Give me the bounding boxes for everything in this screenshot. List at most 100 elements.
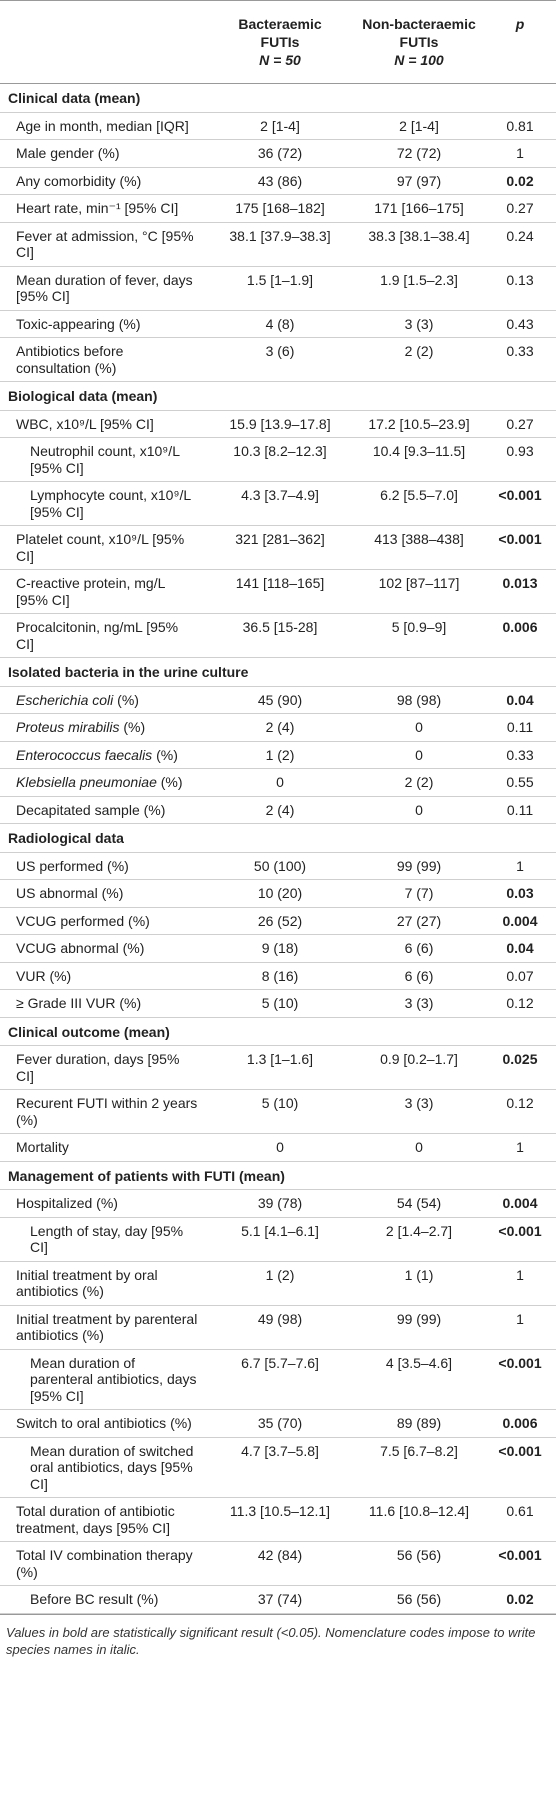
value-cell: <0.001: [484, 1349, 556, 1410]
value-cell: 0.004: [484, 1189, 556, 1218]
value-cell: 0: [354, 796, 484, 824]
value-cell: 0.025: [484, 1045, 556, 1090]
row-label: Neutrophil count, x10⁹/L [95% CI]: [0, 437, 206, 482]
species-name: Escherichia coli: [16, 691, 114, 708]
value-cell: 0: [206, 1133, 354, 1162]
value-cell: 0.27: [484, 410, 556, 438]
value-cell: 10.4 [9.3–11.5]: [354, 437, 484, 482]
value-cell: 38.3 [38.1–38.4]: [354, 222, 484, 267]
value-cell: 5 (10): [206, 1089, 354, 1134]
data-row: Platelet count, x10⁹/L [95% CI] 321 [281–…: [0, 525, 556, 570]
value-cell: 0.006: [484, 613, 556, 658]
row-label: ≥ Grade III VUR (%): [0, 989, 206, 1018]
section-title: Clinical data (mean): [0, 83, 556, 113]
value-cell: 2 [1-4]: [354, 112, 484, 140]
value-cell: 0.03: [484, 879, 556, 908]
value-cell: 0.43: [484, 310, 556, 338]
value-cell: 0.02: [484, 167, 556, 195]
data-row: Length of stay, day [95% CI] 5.1 [4.1–6.1…: [0, 1217, 556, 1262]
data-row: Mean duration of switched oral antibioti…: [0, 1437, 556, 1498]
value-cell: 141 [118–165]: [206, 569, 354, 614]
value-cell: 0.33: [484, 337, 556, 382]
value-cell: 0.9 [0.2–1.7]: [354, 1045, 484, 1090]
data-row: Recurent FUTI within 2 years (%) 5 (10) 3 …: [0, 1089, 556, 1134]
row-label: VCUG performed (%): [0, 907, 206, 935]
value-cell: 99 (99): [354, 852, 484, 880]
value-cell: 15.9 [13.9–17.8]: [206, 410, 354, 438]
value-cell: <0.001: [484, 525, 556, 570]
value-cell: 0: [206, 768, 354, 797]
value-cell: 43 (86): [206, 167, 354, 195]
value-cell: 2 [1-4]: [206, 112, 354, 140]
value-cell: 2 (2): [354, 768, 484, 797]
row-label: Age in month, median [IQR]: [0, 112, 206, 140]
row-label: Male gender (%): [0, 139, 206, 168]
row-label: Mean duration of switched oral antibioti…: [0, 1437, 206, 1498]
data-row: Total duration of antibiotic treatment, …: [0, 1497, 556, 1542]
value-cell: 97 (97): [354, 167, 484, 195]
value-cell: 2 (4): [206, 796, 354, 824]
row-label: US performed (%): [0, 852, 206, 880]
value-cell: 171 [166–175]: [354, 194, 484, 223]
data-row: Escherichia coli (%) 45 (90) 98 (98) 0.04: [0, 686, 556, 714]
header-line: Non-bacteraemic: [362, 16, 476, 32]
value-cell: 6.2 [5.5–7.0]: [354, 481, 484, 526]
data-row: VUR (%) 8 (16) 6 (6) 0.07: [0, 962, 556, 990]
row-label: Procalcitonin, ng/mL [95% CI]: [0, 613, 206, 658]
row-label: Hospitalized (%): [0, 1189, 206, 1218]
value-cell: 35 (70): [206, 1409, 354, 1438]
section-row: Biological data (mean): [0, 381, 556, 411]
data-table: Bacteraemic FUTIs N = 50 Non-bacteraemic FUT…: [0, 0, 556, 1614]
value-cell: 1 (2): [206, 741, 354, 769]
value-cell: 4 (8): [206, 310, 354, 338]
value-cell: 0.11: [484, 713, 556, 742]
data-row: Mean duration of fever, days [95% CI] 1.5…: [0, 266, 556, 311]
value-cell: 26 (52): [206, 907, 354, 935]
value-cell: 9 (18): [206, 934, 354, 963]
header-line: p: [515, 16, 525, 32]
value-cell: 4 [3.5–4.6]: [354, 1349, 484, 1410]
value-cell: 11.6 [10.8–12.4]: [354, 1497, 484, 1542]
value-cell: 175 [168–182]: [206, 194, 354, 223]
data-row: C-reactive protein, mg/L [95% CI] 141 [11…: [0, 569, 556, 614]
value-cell: <0.001: [484, 1437, 556, 1498]
data-row: Enterococcus faecalis (%) 1 (2) 0 0.33: [0, 741, 556, 769]
value-cell: 0.55: [484, 768, 556, 797]
column-header: p: [484, 0, 556, 84]
row-label: Decapitated sample (%): [0, 796, 206, 824]
value-cell: 1 (2): [206, 1261, 354, 1306]
value-cell: 39 (78): [206, 1189, 354, 1218]
value-cell: 2 (4): [206, 713, 354, 742]
section-row: Isolated bacteria in the urine culture: [0, 657, 556, 687]
value-cell: 0: [354, 741, 484, 769]
value-cell: 102 [87–117]: [354, 569, 484, 614]
value-cell: 1: [484, 852, 556, 880]
section-row: Radiological data: [0, 823, 556, 853]
row-label: Klebsiella pneumoniae (%): [0, 768, 206, 797]
value-cell: 10 (20): [206, 879, 354, 908]
data-row: Procalcitonin, ng/mL [95% CI] 36.5 [15-28…: [0, 613, 556, 658]
value-cell: 0.12: [484, 1089, 556, 1134]
value-cell: 5 [0.9–9]: [354, 613, 484, 658]
header-line: FUTIs: [399, 34, 439, 50]
header-cell: [0, 0, 206, 84]
data-row: Neutrophil count, x10⁹/L [95% CI] 10.3 [8…: [0, 437, 556, 482]
row-label: Toxic-appearing (%): [0, 310, 206, 338]
value-cell: <0.001: [484, 1541, 556, 1586]
table-body: Clinical data (mean) Age in month, median…: [0, 83, 556, 1614]
value-cell: 0.004: [484, 907, 556, 935]
value-cell: 1: [484, 1133, 556, 1162]
value-cell: <0.001: [484, 1217, 556, 1262]
data-row: Antibiotics before consultation (%) 3 (6)…: [0, 337, 556, 382]
value-cell: 3 (6): [206, 337, 354, 382]
section-title: Radiological data: [0, 823, 556, 853]
column-header: Non-bacteraemic FUTIs N = 100: [354, 0, 484, 84]
row-label: Before BC result (%): [0, 1585, 206, 1614]
value-cell: 0: [354, 1133, 484, 1162]
value-cell: 2 (2): [354, 337, 484, 382]
data-row: Mortality 0 0 1: [0, 1133, 556, 1162]
data-row: Initial treatment by parenteral antibiot…: [0, 1305, 556, 1350]
column-header: Bacteraemic FUTIs N = 50: [206, 0, 354, 84]
value-cell: 321 [281–362]: [206, 525, 354, 570]
